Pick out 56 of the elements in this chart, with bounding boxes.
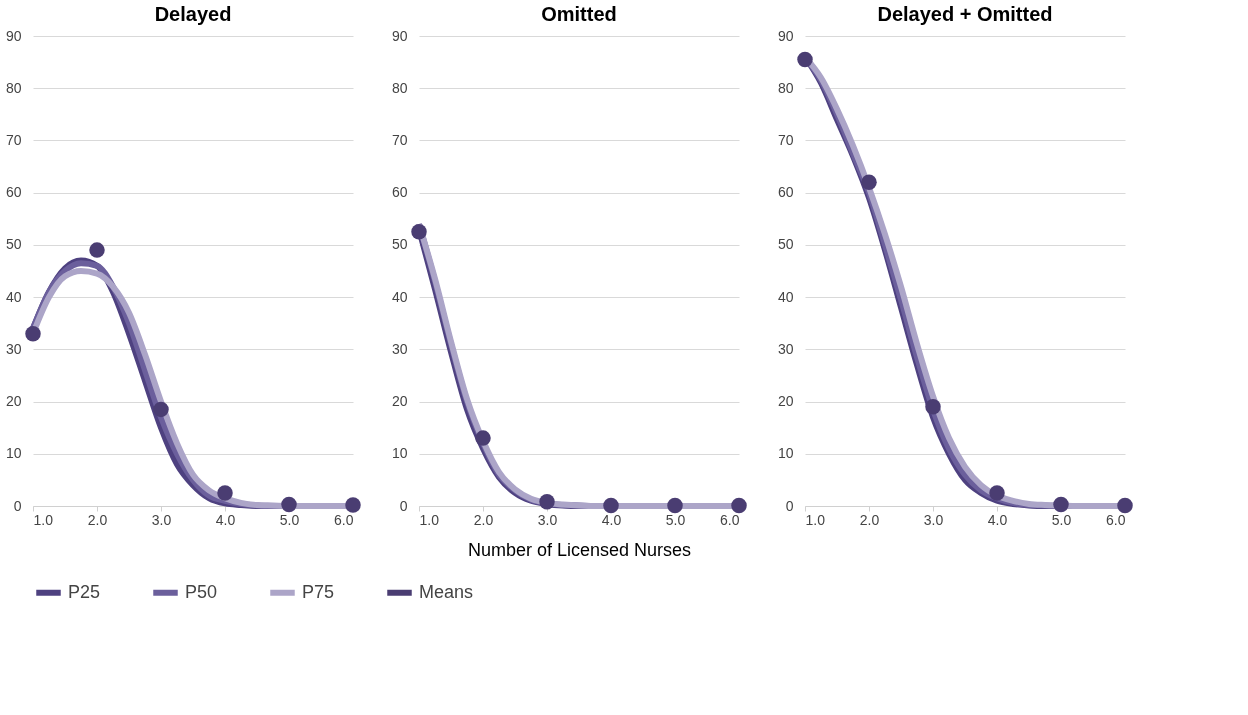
y-tick-label: 30	[391, 340, 408, 357]
y-tick-label: 0	[785, 497, 794, 514]
x-tick-label: 2.0	[87, 511, 108, 528]
x-tick-label: 1.0	[33, 511, 54, 528]
x-tick-label: 4.0	[601, 511, 622, 528]
legend-label: P25	[68, 581, 101, 602]
y-tick-label: 20	[5, 393, 22, 410]
y-tick-label: 80	[777, 79, 794, 96]
chart-title: Delayed	[154, 3, 232, 25]
y-tick-label: 50	[5, 236, 22, 253]
x-tick-label: 5.0	[279, 511, 300, 528]
x-tick-label: 3.0	[923, 511, 944, 528]
y-tick-label: 70	[777, 131, 794, 148]
legend-label: Means	[419, 581, 474, 602]
y-tick-label: 20	[777, 393, 794, 410]
y-tick-label: 30	[777, 340, 794, 357]
y-tick-label: 70	[391, 131, 408, 148]
y-tick-label: 10	[5, 445, 22, 462]
x-tick-label: 6.0	[1106, 511, 1126, 528]
legend-label: P75	[302, 581, 335, 602]
x-tick-label: 4.0	[215, 511, 236, 528]
y-tick-label: 50	[391, 236, 408, 253]
y-tick-label: 10	[391, 445, 408, 462]
y-tick-label: 90	[777, 27, 794, 44]
x-tick-label: 5.0	[1051, 511, 1072, 528]
y-tick-label: 20	[391, 393, 408, 410]
y-tick-label: 50	[777, 236, 794, 253]
x-tick-label: 5.0	[665, 511, 686, 528]
y-tick-label: 0	[13, 497, 22, 514]
y-tick-label: 80	[391, 79, 408, 96]
x-tick-label: 6.0	[334, 511, 354, 528]
chart-title: Omitted	[541, 3, 617, 25]
chart-title: Delayed + Omitted	[877, 3, 1053, 25]
x-tick-label: 3.0	[151, 511, 172, 528]
x-tick-label: 3.0	[537, 511, 558, 528]
legend-label: P50	[185, 581, 218, 602]
y-tick-label: 30	[5, 340, 22, 357]
y-tick-label: 10	[777, 445, 794, 462]
y-tick-label: 40	[5, 288, 22, 305]
x-tick-label: 1.0	[805, 511, 826, 528]
y-tick-label: 40	[777, 288, 794, 305]
y-tick-label: 40	[391, 288, 408, 305]
y-tick-label: 70	[5, 131, 22, 148]
y-tick-label: 60	[777, 184, 794, 201]
x-tick-label: 4.0	[987, 511, 1008, 528]
x-tick-label: 1.0	[419, 511, 440, 528]
y-tick-label: 90	[5, 27, 22, 44]
y-tick-label: 60	[5, 184, 22, 201]
x-tick-label: 2.0	[859, 511, 880, 528]
y-tick-label: 90	[391, 27, 408, 44]
y-tick-label: 60	[391, 184, 408, 201]
x-tick-label: 2.0	[473, 511, 494, 528]
x-axis-title: Number of Licensed Nurses	[467, 539, 692, 560]
y-tick-label: 0	[399, 497, 408, 514]
y-tick-label: 80	[5, 79, 22, 96]
x-tick-label: 6.0	[720, 511, 740, 528]
